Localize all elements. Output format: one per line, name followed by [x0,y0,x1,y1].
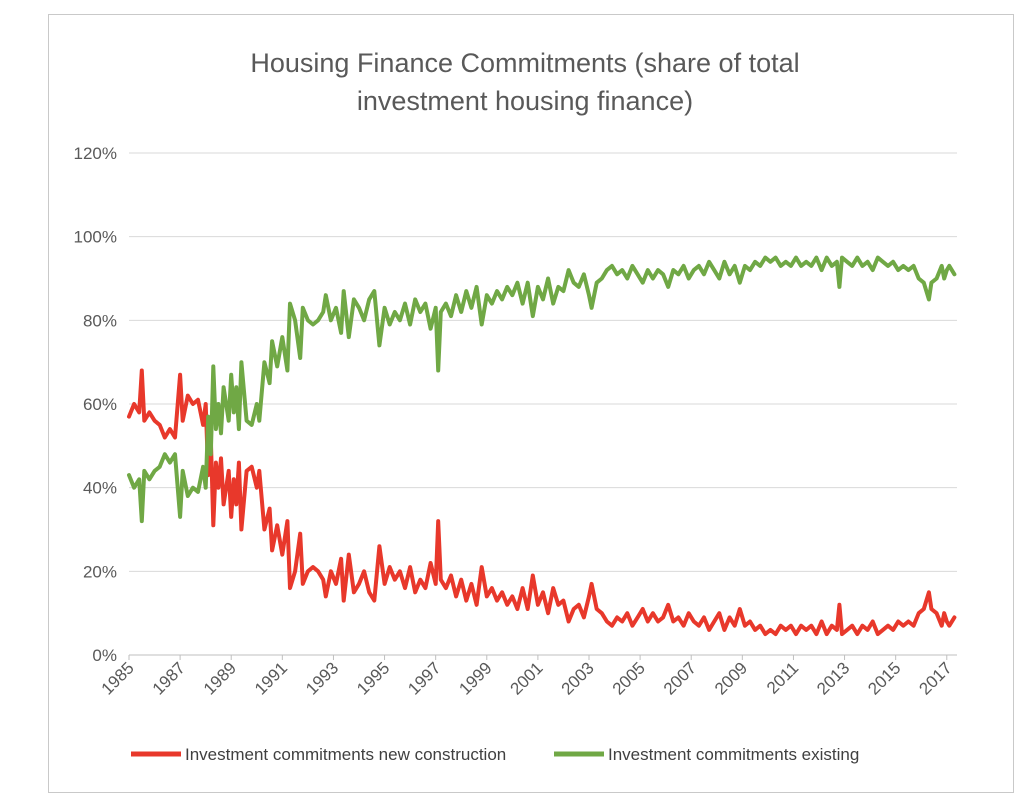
x-tick-label: 2015 [864,658,904,698]
chart-title-line-2: investment housing finance) [357,86,693,116]
y-tick-label: 40% [83,479,117,498]
x-tick-label: 1995 [353,658,393,698]
gridlines [129,152,957,572]
line-chart: Housing Finance Commitments (share of to… [74,48,957,764]
x-tick-label: 2013 [813,658,853,698]
series-lines [127,255,957,637]
legend-label: Investment commitments existing [608,745,859,764]
x-tick-label: 1989 [200,658,240,698]
x-tick-label: 2017 [915,658,955,698]
chart-title: Housing Finance Commitments (share of to… [250,48,799,116]
y-tick-label: 60% [83,395,117,414]
y-tick-label: 0% [92,646,117,665]
x-tick-label: 2005 [609,658,649,698]
x-tick-label: 2007 [660,658,700,698]
x-tick-label: 2003 [558,658,598,698]
chart-title-line-1: Housing Finance Commitments (share of to… [250,48,799,78]
series-line-0 [127,368,957,637]
y-axis: 0% 20% 40% 60% 80% 100% 120% [74,144,117,665]
x-tick-label: 1993 [302,658,342,698]
y-tick-label: 120% [74,144,117,163]
x-tick-label: 2009 [711,658,751,698]
x-tick-label: 2001 [507,658,547,698]
x-tick-label: 1991 [251,658,291,698]
y-tick-label: 80% [83,311,117,330]
legend-label: Investment commitments new construction [185,745,506,764]
y-tick-label: 100% [74,228,117,247]
x-tick-label: 1987 [149,658,189,698]
chart-frame: Housing Finance Commitments (share of to… [48,14,1014,793]
x-axis: 1985 1987 1989 1991 1993 1995 1997 1999 2001 2003… [98,654,957,699]
x-tick-label: 2011 [763,658,802,697]
y-tick-label: 20% [83,562,117,581]
series-line-1 [127,255,957,524]
legend: Investment commitments new construction I… [131,745,859,764]
x-tick-label: 1997 [404,658,444,698]
x-tick-label: 1999 [455,658,495,698]
